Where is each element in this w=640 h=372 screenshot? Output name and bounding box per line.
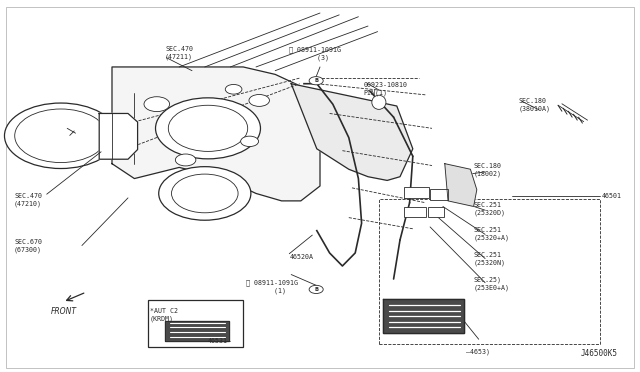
Circle shape xyxy=(168,105,248,151)
Circle shape xyxy=(156,98,260,159)
Polygon shape xyxy=(165,321,229,341)
Text: SEC.180
(38010A): SEC.180 (38010A) xyxy=(518,98,550,112)
Circle shape xyxy=(249,94,269,106)
Text: 46501: 46501 xyxy=(602,193,621,199)
Polygon shape xyxy=(112,67,320,201)
Bar xyxy=(148,300,243,347)
Text: 46531—: 46531— xyxy=(208,339,232,344)
Circle shape xyxy=(4,103,117,169)
Text: SEC.180
(18002): SEC.180 (18002) xyxy=(474,163,502,177)
Bar xyxy=(404,187,429,198)
Ellipse shape xyxy=(372,95,386,109)
Circle shape xyxy=(144,97,170,112)
Circle shape xyxy=(15,109,107,163)
Circle shape xyxy=(225,84,242,94)
Text: —4653): —4653) xyxy=(466,348,490,355)
Text: SEC.470
(47211): SEC.470 (47211) xyxy=(165,46,193,60)
Text: SEC.25)
(253E0+A): SEC.25) (253E0+A) xyxy=(474,276,509,291)
Text: SEC.670
(67300): SEC.670 (67300) xyxy=(14,238,42,253)
Text: Ⓑ 08911-1091G
       (3): Ⓑ 08911-1091G (3) xyxy=(289,46,341,61)
Text: FRONT: FRONT xyxy=(51,307,77,316)
Text: SEC.251
(25320+A): SEC.251 (25320+A) xyxy=(474,227,509,241)
Text: Ⓑ 08911-1091G
       (1): Ⓑ 08911-1091G (1) xyxy=(246,280,298,295)
Text: *AUT C2
(KRDM): *AUT C2 (KRDM) xyxy=(150,308,178,323)
Circle shape xyxy=(172,174,238,213)
Text: J46500K5: J46500K5 xyxy=(580,349,618,358)
Circle shape xyxy=(309,77,323,85)
Polygon shape xyxy=(383,299,464,333)
Circle shape xyxy=(159,167,251,220)
Circle shape xyxy=(175,154,196,166)
Text: B: B xyxy=(314,78,318,83)
Polygon shape xyxy=(445,164,477,206)
Text: SEC.251
(25320D): SEC.251 (25320D) xyxy=(474,202,506,216)
Polygon shape xyxy=(99,113,138,159)
Text: 46520A: 46520A xyxy=(289,254,314,260)
Bar xyxy=(430,189,448,200)
Circle shape xyxy=(241,136,259,147)
Text: 00923-10810
PIN(1): 00923-10810 PIN(1) xyxy=(364,82,408,96)
Circle shape xyxy=(309,285,323,294)
Polygon shape xyxy=(291,84,413,180)
Text: SEC.251
(25320N): SEC.251 (25320N) xyxy=(474,251,506,266)
Bar xyxy=(404,207,426,217)
Text: SEC.470
(47210): SEC.470 (47210) xyxy=(14,193,42,207)
Bar xyxy=(428,207,444,217)
Text: B: B xyxy=(314,287,318,292)
